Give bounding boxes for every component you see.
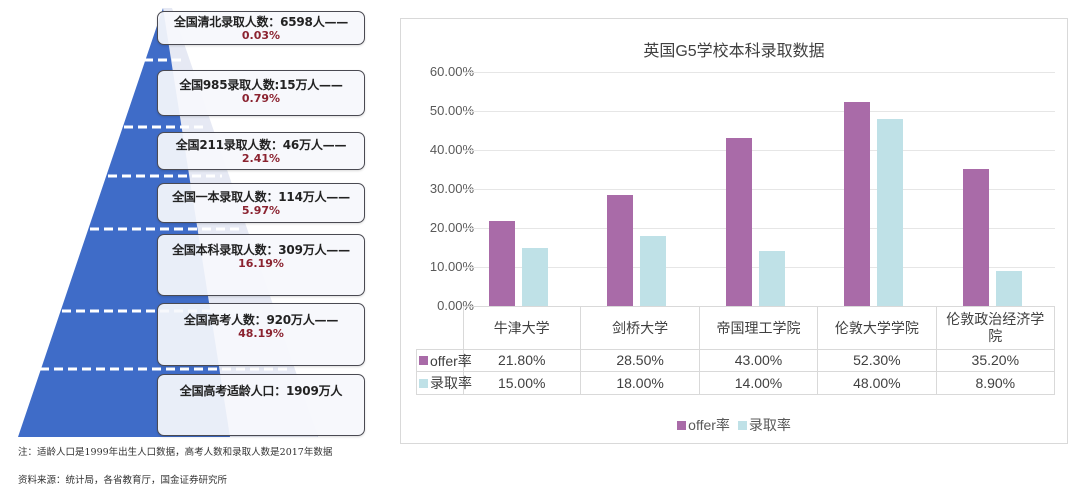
pyramid-tier-undergraduate: 全国本科录取人数：309万人—— 16.19% [157, 234, 365, 296]
pyramid-tier-age-population: 全国高考适龄人口：1909万人 [157, 374, 365, 436]
pyramid-tier-gaokao-takers: 全国高考人数：920万人—— 48.19% [157, 303, 365, 366]
chart-title: 英国G5学校本科录取数据 [643, 43, 825, 60]
category-label: 伦敦大学学院 [818, 307, 937, 349]
pyramid-tier-211: 全国211录取人数：46万人—— 2.41% [157, 132, 365, 170]
gridline [463, 111, 1055, 112]
legend-item-admit[interactable]: 录取率 [737, 415, 791, 435]
data-source: 资料来源：统计局，各省教育厅，国金证券研究所 [18, 475, 228, 486]
y-tick: 60.00% [429, 64, 474, 79]
y-tick: 50.00% [429, 103, 474, 118]
admit-rate-cell: 18.00% [581, 372, 700, 394]
y-tick: 40.00% [429, 142, 474, 157]
gridline [463, 150, 1055, 151]
bar-offer-rate[interactable] [489, 220, 515, 306]
legend-item-offer[interactable]: offer率 [677, 415, 730, 435]
pyramid-tier-first-tier: 全国一本录取人数：114万人—— 5.97% [157, 183, 365, 223]
admit-swatch-icon [737, 420, 747, 430]
x-axis-line [463, 306, 1055, 307]
admit-rate-cell: 14.00% [700, 372, 819, 394]
table-border [416, 349, 1055, 350]
offer-swatch-icon [677, 420, 687, 430]
bar-admit-rate[interactable] [640, 235, 667, 306]
bar-offer-rate[interactable] [844, 102, 871, 306]
pyramid-tier-tsinghua-peking: 全国清北录取人数：6598人—— 0.03% [157, 11, 365, 45]
admit-rate-cell: 48.00% [818, 372, 937, 394]
row-label-offer: offer率 [419, 350, 472, 371]
offer-swatch-icon [419, 356, 428, 365]
bar-offer-rate[interactable] [725, 138, 752, 306]
bar-admit-rate[interactable] [522, 247, 548, 306]
gridline [463, 228, 1055, 229]
category-label: 帝国理工学院 [700, 307, 819, 349]
admit-rate-cell: 15.00% [463, 372, 582, 394]
table-border [416, 349, 417, 394]
bar-admit-rate[interactable] [758, 251, 785, 306]
category-label: 牛津大学 [463, 307, 582, 349]
footnote: 注：适龄人口是1999年出生人口数据，高考人数和录取人数是2017年数据 [18, 447, 333, 458]
offer-rate-cell: 35.20% [937, 350, 1055, 371]
g5-admission-chart: 英国G5学校本科录取数据 60.00% 50.00% 40.00% 30.00%… [400, 18, 1068, 444]
table-border [463, 306, 464, 394]
chart-legend: offer率 录取率 [401, 415, 1067, 435]
admit-rate-cell: 8.90% [937, 372, 1055, 394]
pyramid-tier-985: 全国985录取人数:15万人—— 0.79% [157, 70, 365, 116]
offer-rate-cell: 21.80% [463, 350, 582, 371]
offer-rate-cell: 52.30% [818, 350, 937, 371]
offer-rate-cell: 28.50% [581, 350, 700, 371]
y-tick: 10.00% [429, 259, 474, 274]
offer-rate-cell: 43.00% [700, 350, 819, 371]
table-border [416, 394, 1055, 395]
bar-offer-rate[interactable] [962, 168, 989, 306]
category-label: 剑桥大学 [581, 307, 700, 349]
admit-swatch-icon [419, 378, 428, 388]
bar-admit-rate[interactable] [877, 118, 904, 306]
y-tick: 30.00% [429, 181, 474, 196]
gridline [463, 72, 1055, 73]
row-label-admit: 录取率 [419, 372, 472, 394]
table-border [416, 371, 1055, 372]
gridline [463, 189, 1055, 190]
bar-admit-rate[interactable] [995, 271, 1022, 306]
bar-offer-rate[interactable] [607, 194, 634, 306]
y-tick: 20.00% [429, 220, 474, 235]
admission-pyramid: 全国清北录取人数：6598人—— 0.03% 全国985录取人数:15万人—— … [0, 0, 380, 491]
category-label: 伦敦政治经济学院 [937, 307, 1055, 349]
y-tick: 0.00% [437, 298, 474, 313]
